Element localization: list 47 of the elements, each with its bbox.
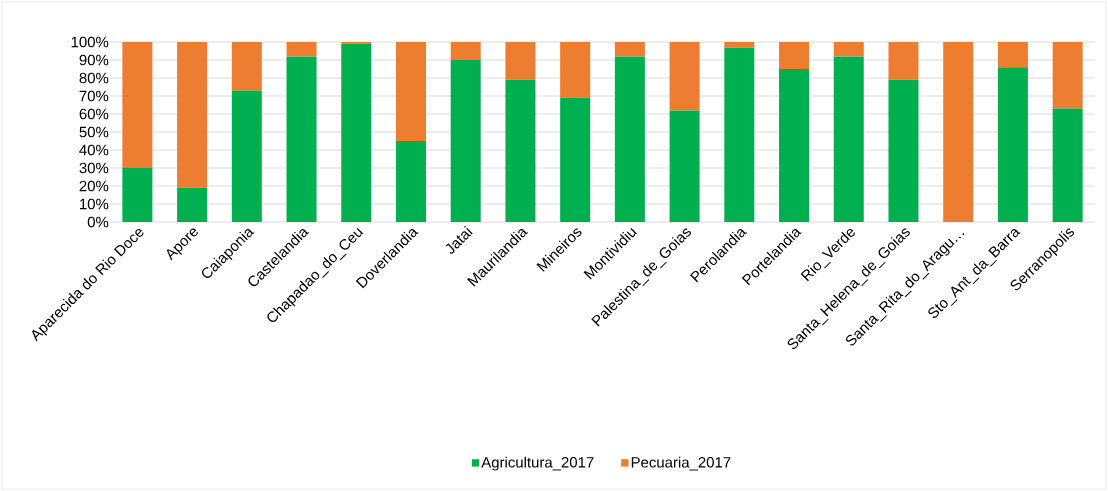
bar (614, 41, 645, 57)
bar (122, 41, 153, 168)
y-tick-label: 0% (87, 216, 109, 228)
bar (560, 41, 591, 98)
bar (997, 41, 1028, 68)
bar (724, 47, 755, 222)
y-tick-label: 60% (79, 108, 109, 120)
bar (286, 41, 317, 57)
bar (177, 187, 208, 222)
bar (395, 140, 426, 222)
y-tick-label: 80% (79, 72, 109, 84)
bar (724, 41, 755, 48)
bar (888, 79, 919, 222)
bar (395, 41, 426, 141)
bar (943, 41, 974, 222)
y-tick-label: 50% (79, 126, 109, 138)
legend-label: Pecuaria_2017 (631, 456, 731, 471)
bar (122, 167, 153, 222)
bar (450, 41, 481, 60)
bar (779, 68, 810, 222)
y-tick-label: 20% (79, 180, 109, 192)
bar (560, 97, 591, 222)
y-tick-label: 100% (71, 36, 109, 48)
bar (231, 41, 262, 91)
bar (614, 56, 645, 222)
bar (505, 41, 536, 80)
bar (505, 79, 536, 222)
bar (669, 110, 700, 222)
bar (833, 41, 864, 57)
bar (997, 67, 1028, 222)
y-tick-label: 40% (79, 144, 109, 156)
bar (177, 41, 208, 188)
bar (779, 41, 810, 69)
bar (1052, 108, 1083, 222)
bar (450, 59, 481, 222)
y-tick-label: 90% (79, 54, 109, 66)
legend-label: Agricultura_2017 (481, 456, 594, 471)
bar (231, 90, 262, 222)
y-tick-label: 30% (79, 162, 109, 174)
bar (888, 41, 919, 80)
bar (833, 56, 864, 222)
bar (341, 43, 372, 222)
bar (669, 41, 700, 111)
bar (1052, 41, 1083, 109)
y-tick-label: 10% (80, 198, 109, 210)
y-tick-label: 70% (79, 90, 109, 102)
bar (286, 56, 317, 222)
